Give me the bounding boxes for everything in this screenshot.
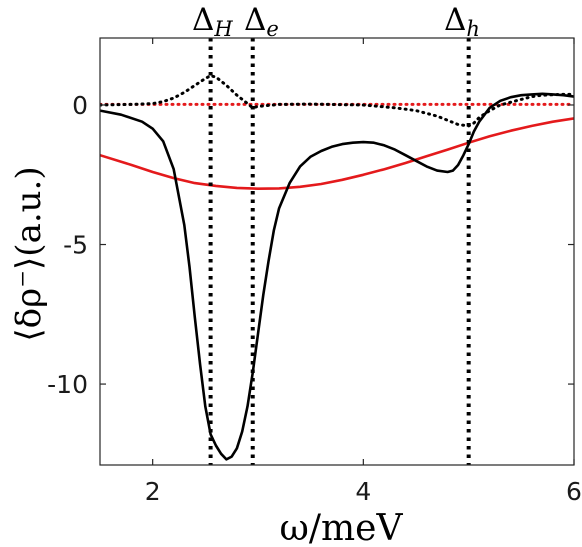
series-line-0 xyxy=(100,92,574,461)
annotation-delta-h-lower-symbol: Δ xyxy=(444,2,466,38)
x-tick-label-0: 2 xyxy=(145,477,161,506)
annotation-delta-e-sub: e xyxy=(266,17,278,41)
series-layer xyxy=(100,74,574,461)
annotation-delta-h-lower: Δh xyxy=(444,2,480,41)
annotation-delta-e-symbol: Δ xyxy=(244,2,266,38)
series-line-2 xyxy=(100,117,574,190)
annotation-delta-e: Δe xyxy=(244,2,279,41)
y-tick-label-0: 0 xyxy=(72,91,88,120)
annotation-delta-h-upper: ΔH xyxy=(192,2,233,41)
tick-layer: 2 4 6 0 -5 -10 xyxy=(47,38,582,506)
y-tick-label-2: -10 xyxy=(47,370,88,399)
series-line-1 xyxy=(100,74,574,128)
x-axis-label: ω/meV xyxy=(280,508,404,547)
annotation-delta-h-lower-sub: h xyxy=(466,17,480,41)
annotation-delta-h-upper-sub: H xyxy=(213,17,233,41)
annotation-delta-h-upper-symbol: Δ xyxy=(192,2,214,38)
y-tick-label-1: -5 xyxy=(63,231,88,260)
y-axis-label: ⟨δρ⁻⟩(a.u.) xyxy=(9,166,49,341)
annotation-lines xyxy=(208,38,471,465)
plot-frame xyxy=(99,37,575,466)
x-tick-label-1: 4 xyxy=(355,477,371,506)
x-tick-label-2: 6 xyxy=(566,477,582,506)
